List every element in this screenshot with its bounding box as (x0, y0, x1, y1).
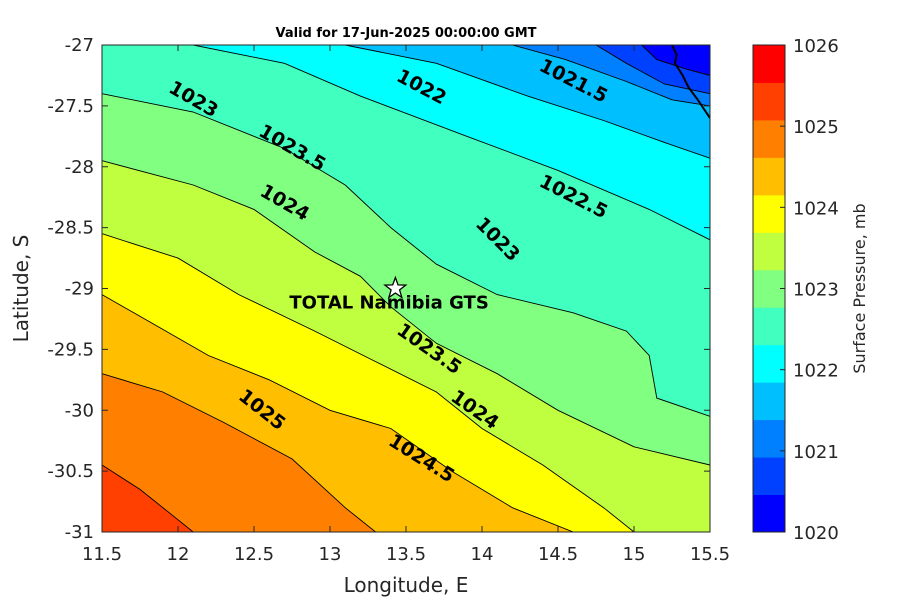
x-tick-label: 13 (319, 544, 342, 565)
y-axis-label: Latitude, S (9, 235, 33, 343)
colorbar-swatch (753, 45, 785, 83)
contour-line-1022.5 (193, 45, 710, 241)
chart-title: Valid for 17-Jun-2025 00:00:00 GMT (276, 26, 537, 41)
colorbar-swatch (753, 382, 785, 421)
site-marker-layer: TOTAL Namibia GTS (289, 275, 489, 314)
contour-line-1021.5 (512, 45, 710, 107)
x-tick-label: 14 (471, 544, 494, 565)
contour-lines (102, 45, 710, 532)
colorbar: 1020 1021 1022 1023 1024 1025 1026 (752, 36, 839, 544)
contour-line-1023 (102, 93, 710, 417)
y-tick-label: -29.5 (47, 339, 94, 360)
contour-line-1024 (102, 233, 635, 532)
colorbar-tick-label: 1024 (793, 198, 839, 219)
contour-line-1021 (595, 45, 710, 95)
y-tick-label: -27.5 (47, 96, 94, 117)
y-tick-label: -30 (65, 400, 94, 421)
contour-line-1023.5 (102, 160, 710, 466)
colorbar-swatch (753, 119, 785, 158)
y-tick-label: -29 (65, 279, 94, 300)
colorbar-swatch (753, 419, 785, 458)
y-tick-label: -30.5 (47, 461, 94, 482)
colorbar-swatch (753, 457, 785, 496)
colorbar-swatch (753, 157, 785, 196)
x-tick-label: 13.5 (386, 544, 426, 565)
colorbar-swatch (753, 494, 785, 533)
colorbar-tick-label: 1022 (793, 361, 839, 382)
coastline (671, 45, 710, 119)
x-axis-ticks: 11.5 12 12.5 13 13.5 14 14.5 15 15.5 (82, 45, 730, 565)
y-tick-label: -27 (65, 35, 94, 56)
contour-line-1020.5 (641, 45, 710, 76)
colorbar-swatch (753, 82, 785, 121)
y-tick-label: -28.5 (47, 218, 94, 239)
colorbar-tick-label: 1025 (793, 117, 839, 138)
band-1025 (102, 373, 376, 532)
colorbar-swatch (753, 269, 785, 308)
x-tick-label: 11.5 (82, 544, 122, 565)
contour-line-1025.5 (102, 464, 194, 532)
x-tick-label: 14.5 (538, 544, 578, 565)
colorbar-tick-label: 1023 (793, 280, 839, 301)
y-tick-label: -28 (65, 157, 94, 178)
x-axis-label: Longitude, E (344, 573, 469, 597)
contour-line-1024.5 (102, 294, 574, 532)
coastline-line (671, 45, 710, 119)
colorbar-swatch (753, 344, 785, 383)
contour-line-1025 (102, 373, 376, 532)
x-tick-label: 15 (623, 544, 646, 565)
colorbar-swatch (753, 194, 785, 233)
colorbar-swatch (753, 307, 785, 346)
band-1025.5 (102, 465, 194, 532)
colorbar-tick-label: 1021 (793, 442, 839, 463)
colorbar-swatch (753, 232, 785, 271)
colorbar-tick-label: 1020 (793, 523, 839, 544)
y-tick-label: -31 (65, 522, 94, 543)
colorbar-tick-label: 1026 (793, 36, 839, 57)
site-star-icon (383, 275, 408, 299)
contour-line-1022 (345, 45, 710, 159)
y-axis-ticks: -27 -27.5 -28 -28.5 -29 -29.5 -30 -30.5 -31 (47, 35, 710, 543)
x-tick-label: 12.5 (234, 544, 274, 565)
colorbar-label: Surface Pressure, mb (850, 203, 869, 373)
x-tick-label: 15.5 (690, 544, 730, 565)
x-tick-label: 12 (167, 544, 190, 565)
site-label: TOTAL Namibia GTS (289, 293, 488, 314)
